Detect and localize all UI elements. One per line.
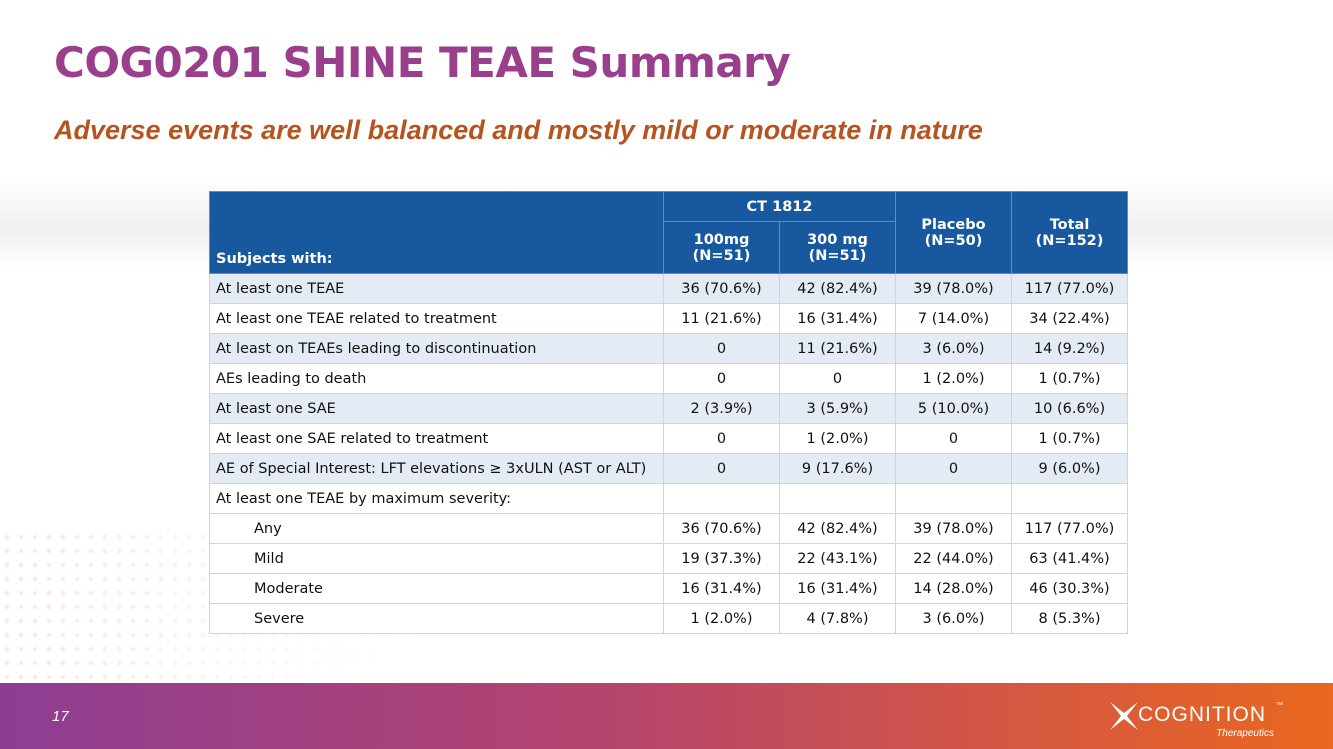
table-header-row: 100mg (N=51) 300 mg (N=51): [210, 221, 1128, 274]
table-cell: 14 (9.2%): [1011, 333, 1128, 364]
table-cell: 46 (30.3%): [1011, 573, 1128, 604]
table-cell: [895, 483, 1012, 514]
logo-wordmark: COGNITION: [1138, 703, 1266, 726]
row-label: Any: [209, 513, 664, 544]
page-number: 17: [52, 708, 69, 725]
table-row: At least one SAE related to treatment 0 …: [209, 423, 1128, 454]
row-label: At least one SAE related to treatment: [209, 423, 664, 454]
table-row: At least one TEAE 36 (70.6%) 42 (82.4%) …: [209, 273, 1128, 304]
table-cell: 22 (44.0%): [895, 543, 1012, 574]
table-cell: 2 (3.9%): [663, 393, 780, 424]
slide-title: COG0201 SHINE TEAE Summary: [54, 38, 791, 87]
table-cell: 0: [663, 363, 780, 394]
table-cell: 117 (77.0%): [1011, 513, 1128, 544]
table-row: At least on TEAEs leading to discontinua…: [209, 333, 1128, 364]
table-cell: 0: [779, 363, 896, 394]
table-cell: 3 (5.9%): [779, 393, 896, 424]
table-cell: 63 (41.4%): [1011, 543, 1128, 574]
table-cell: 11 (21.6%): [663, 303, 780, 334]
table-cell: 16 (31.4%): [779, 303, 896, 334]
row-label: AE of Special Interest: LFT elevations ≥…: [209, 453, 664, 484]
group-header-ct1812: CT 1812: [663, 191, 896, 222]
table-cell: 22 (43.1%): [779, 543, 896, 574]
table-cell: 34 (22.4%): [1011, 303, 1128, 334]
table-cell: 0: [895, 453, 1012, 484]
table-cell: 16 (31.4%): [779, 573, 896, 604]
footer-bar: 17 COGNITION ™ Therapeutics: [0, 683, 1333, 749]
row-label: Moderate: [209, 573, 664, 604]
table-cell: 3 (6.0%): [895, 333, 1012, 364]
table-cell: 39 (78.0%): [895, 513, 1012, 544]
logo-tagline: Therapeutics: [1216, 728, 1274, 739]
row-label: At least one SAE: [209, 393, 664, 424]
table-row: At least one TEAE by maximum severity:: [209, 483, 1128, 514]
table-cell: 36 (70.6%): [663, 273, 780, 304]
cognition-logo: COGNITION ™ Therapeutics: [1108, 697, 1288, 741]
table-row: AE of Special Interest: LFT elevations ≥…: [209, 453, 1128, 484]
row-label: Severe: [209, 603, 664, 634]
column-header-placebo: Placebo (N=50): [895, 191, 1012, 274]
row-label: At least one TEAE: [209, 273, 664, 304]
row-label: At least one TEAE related to treatment: [209, 303, 664, 334]
table-cell: 16 (31.4%): [663, 573, 780, 604]
column-header-total: Total (N=152): [1011, 191, 1128, 274]
table-cell: 3 (6.0%): [895, 603, 1012, 634]
table-row: Moderate 16 (31.4%) 16 (31.4%) 14 (28.0%…: [209, 573, 1128, 604]
table-cell: 1 (2.0%): [895, 363, 1012, 394]
row-label: At least one TEAE by maximum severity:: [209, 483, 664, 514]
table-cell: 42 (82.4%): [779, 513, 896, 544]
logo-trademark: ™: [1276, 702, 1283, 709]
table-cell: 10 (6.6%): [1011, 393, 1128, 424]
table-cell: 1 (0.7%): [1011, 363, 1128, 394]
slide-subtitle: Adverse events are well balanced and mos…: [54, 115, 983, 145]
table-cell: 1 (0.7%): [1011, 423, 1128, 454]
table-cell: 117 (77.0%): [1011, 273, 1128, 304]
table-cell: 1 (2.0%): [779, 423, 896, 454]
table-cell: 11 (21.6%): [779, 333, 896, 364]
table-cell: 5 (10.0%): [895, 393, 1012, 424]
table-cell: 0: [663, 333, 780, 364]
table-row: At least one TEAE related to treatment 1…: [209, 303, 1128, 334]
column-header-300mg: 300 mg (N=51): [779, 221, 896, 274]
table-cell: 7 (14.0%): [895, 303, 1012, 334]
table-cell: 8 (5.3%): [1011, 603, 1128, 634]
table-row: At least one SAE 2 (3.9%) 3 (5.9%) 5 (10…: [209, 393, 1128, 424]
table-cell: 9 (6.0%): [1011, 453, 1128, 484]
column-header-100mg: 100mg (N=51): [663, 221, 780, 274]
table-cell: [1011, 483, 1128, 514]
row-label: Mild: [209, 543, 664, 574]
table-cell: 0: [663, 423, 780, 454]
table-cell: 14 (28.0%): [895, 573, 1012, 604]
table-cell: [779, 483, 896, 514]
table-cell: 1 (2.0%): [663, 603, 780, 634]
row-label: At least on TEAEs leading to discontinua…: [209, 333, 664, 364]
table-row: Severe 1 (2.0%) 4 (7.8%) 3 (6.0%) 8 (5.3…: [209, 603, 1128, 634]
table-header-row: Subjects with: CT 1812 Placebo (N=50) Tot…: [209, 191, 1128, 274]
table-cell: 19 (37.3%): [663, 543, 780, 574]
cognition-x-icon: [1110, 702, 1138, 730]
table-row: Any 36 (70.6%) 42 (82.4%) 39 (78.0%) 117…: [209, 513, 1128, 544]
table-cell: 0: [663, 453, 780, 484]
table-cell: 36 (70.6%): [663, 513, 780, 544]
table-cell: 4 (7.8%): [779, 603, 896, 634]
table-cell: 0: [895, 423, 1012, 454]
row-header-cell: Subjects with:: [209, 191, 664, 274]
table-cell: [663, 483, 780, 514]
table-row: Mild 19 (37.3%) 22 (43.1%) 22 (44.0%) 63…: [209, 543, 1128, 574]
table-row: AEs leading to death 0 0 1 (2.0%) 1 (0.7…: [209, 363, 1128, 394]
teae-summary-table: Subjects with: CT 1812 Placebo (N=50) Tot…: [209, 191, 1128, 634]
row-label: AEs leading to death: [209, 363, 664, 394]
table-cell: 39 (78.0%): [895, 273, 1012, 304]
table-cell: 9 (17.6%): [779, 453, 896, 484]
table-cell: 42 (82.4%): [779, 273, 896, 304]
